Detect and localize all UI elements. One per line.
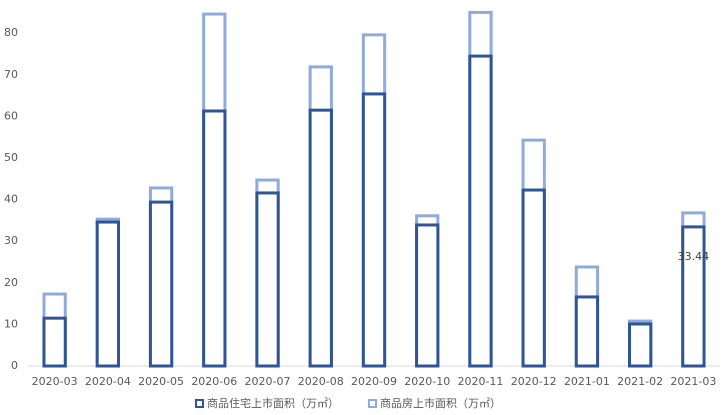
bar <box>415 223 440 368</box>
x-tick-label: 2021-02 <box>617 375 663 388</box>
legend-marker <box>195 399 204 408</box>
data-label: 33.44 <box>678 250 710 263</box>
legend-marker <box>368 399 377 408</box>
y-tick-label: 40 <box>4 193 18 206</box>
bar <box>628 322 653 368</box>
y-tick-label: 50 <box>4 151 18 164</box>
x-tick-label: 2020-04 <box>85 375 131 388</box>
bar <box>202 109 227 368</box>
bar <box>42 316 67 368</box>
x-tick-label: 2021-01 <box>564 375 610 388</box>
x-tick-label: 2020-06 <box>191 375 237 388</box>
bar <box>148 200 174 368</box>
y-tick-label: 10 <box>4 317 18 330</box>
legend-label: 商品住宅上市面积（万㎡） <box>207 396 339 410</box>
bar <box>95 220 120 368</box>
bar <box>361 92 387 368</box>
x-tick-label: 2020-05 <box>138 375 184 388</box>
y-tick-label: 70 <box>4 68 18 81</box>
y-tick-label: 60 <box>4 109 18 122</box>
y-tick-label: 80 <box>4 26 18 39</box>
x-tick-label: 2020-03 <box>32 375 78 388</box>
bar <box>308 108 333 368</box>
y-tick-label: 20 <box>4 276 18 289</box>
bar <box>468 54 493 368</box>
bar <box>574 295 600 368</box>
x-tick-label: 2020-09 <box>351 375 397 388</box>
legend-label: 商品房上市面积（万㎡） <box>380 396 501 410</box>
x-tick-label: 2021-03 <box>670 375 716 388</box>
x-tick-label: 2020-08 <box>298 375 344 388</box>
y-tick-label: 30 <box>4 234 18 247</box>
bar <box>521 188 546 368</box>
bar <box>255 191 280 368</box>
x-tick-label: 2020-11 <box>457 375 503 388</box>
x-tick-label: 2020-10 <box>404 375 450 388</box>
y-tick-label: 0 <box>11 359 18 372</box>
x-tick-label: 2020-12 <box>511 375 557 388</box>
bar <box>681 225 706 368</box>
x-tick-label: 2020-07 <box>245 375 291 388</box>
